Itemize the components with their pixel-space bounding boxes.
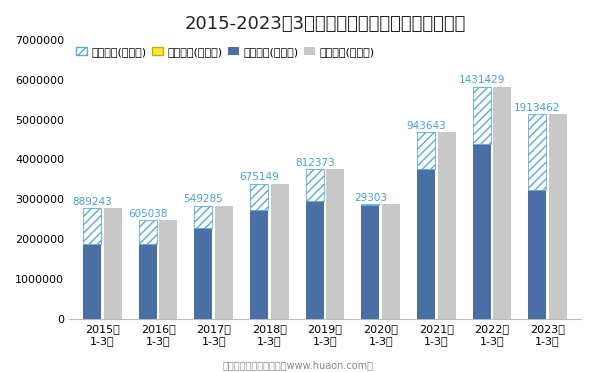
Bar — [250, 183, 268, 211]
Legend: 贸易顺差(万美元), 贸易逆差(万美元), 进口总额(万美元), 出口总额(万美元): 贸易顺差(万美元), 贸易逆差(万美元), 进口总额(万美元), 出口总额(万美… — [71, 42, 380, 61]
Bar — [361, 204, 379, 205]
Text: 812373: 812373 — [295, 158, 334, 168]
Bar — [417, 132, 435, 170]
Bar — [473, 87, 491, 144]
Text: 1431429: 1431429 — [458, 76, 505, 86]
Bar — [139, 244, 157, 319]
Bar — [306, 201, 324, 319]
Text: 1913462: 1913462 — [514, 103, 560, 113]
Text: 605038: 605038 — [128, 209, 167, 219]
Bar — [215, 206, 233, 319]
Bar — [139, 220, 157, 244]
Bar — [194, 228, 212, 319]
Bar — [271, 183, 288, 319]
Bar — [473, 144, 491, 319]
Bar — [159, 220, 177, 319]
Text: 889243: 889243 — [72, 197, 112, 207]
Bar — [83, 208, 101, 244]
Bar — [382, 204, 400, 319]
Bar — [417, 170, 435, 319]
Bar — [493, 87, 511, 319]
Bar — [549, 114, 567, 319]
Bar — [529, 190, 546, 319]
Bar — [437, 132, 455, 319]
Bar — [361, 205, 379, 319]
Bar — [194, 206, 212, 228]
Bar — [306, 169, 324, 201]
Text: 943643: 943643 — [406, 121, 446, 131]
Bar — [529, 114, 546, 190]
Title: 2015-2023年3月高新技术产业开发区进出口差额: 2015-2023年3月高新技术产业开发区进出口差额 — [184, 15, 465, 33]
Text: 675149: 675149 — [239, 172, 279, 182]
Text: 制图：华经产业研究院（www.huaon.com）: 制图：华经产业研究院（www.huaon.com） — [222, 360, 374, 370]
Bar — [250, 211, 268, 319]
Bar — [83, 244, 101, 319]
Bar — [327, 169, 344, 319]
Text: 29303: 29303 — [354, 193, 387, 203]
Bar — [104, 208, 122, 319]
Text: 549285: 549285 — [184, 195, 224, 205]
